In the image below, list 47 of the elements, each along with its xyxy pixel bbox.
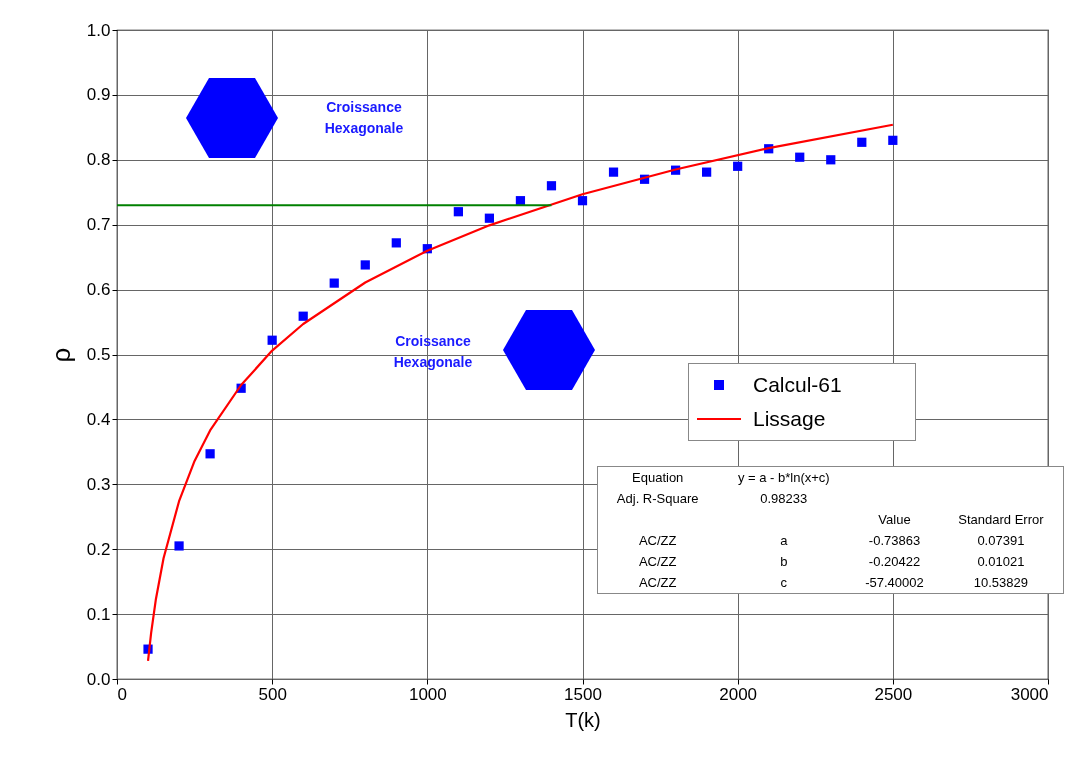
point: [360, 260, 370, 270]
annotation: Croissance Hexagonale: [323, 98, 405, 138]
legend-label: Lissage: [753, 407, 826, 431]
y-axis-title: ρ: [45, 347, 76, 363]
text: Value Standard Error: [878, 512, 1044, 527]
y-tick-label: 0.5: [86, 345, 111, 364]
point: [205, 449, 215, 459]
legend-label: Calcul-61: [753, 373, 842, 397]
x-tick-label: 1000: [408, 684, 447, 704]
y-tick-label: 0.0: [86, 669, 111, 689]
y-tick-label: 0.4: [86, 409, 111, 429]
text: AC/ZZ b -0.20422 0.01021: [638, 554, 1025, 569]
x-axis-title: T(k): [565, 708, 601, 731]
text: Adj. R-Square 0.98233: [616, 491, 808, 506]
point: [546, 181, 557, 191]
point: [329, 278, 339, 288]
point: [733, 161, 743, 171]
y-tick-label: 1.0: [86, 20, 111, 40]
text: AC/ZZ c -57.40002 10.53829: [638, 575, 1029, 590]
point: [391, 238, 401, 248]
x-tick-label: 0: [117, 684, 127, 704]
point: [577, 196, 588, 206]
point: [857, 137, 867, 147]
text: Equation y = a - b*ln(x+c): [632, 470, 830, 485]
y-tick-label: 0.8: [86, 150, 111, 170]
x-tick-label: 1500: [564, 684, 602, 704]
point: [888, 135, 898, 145]
x-tick-label: 3000: [1010, 684, 1049, 704]
y-tick-label: 0.7: [86, 215, 111, 235]
point: [453, 207, 463, 217]
point: [298, 311, 308, 321]
point: [608, 167, 619, 177]
y-tick-label: 0.6: [86, 280, 111, 300]
point: [174, 541, 184, 551]
point: [702, 167, 712, 177]
text: AC/ZZ a -0.73863 0.07391: [638, 533, 1025, 548]
y-tick-label: 0.2: [86, 539, 111, 559]
y-tick-label: 0.1: [86, 604, 111, 624]
point: [267, 335, 277, 345]
x-tick-label: 500: [258, 684, 287, 704]
y-tick-label: 0.3: [86, 474, 111, 494]
point: [484, 213, 495, 223]
point: [795, 152, 805, 162]
x-tick-label: 2000: [719, 684, 758, 704]
y-tick-label: 0.9: [86, 85, 111, 105]
x-tick-label: 2500: [874, 684, 913, 704]
point: [826, 155, 836, 165]
